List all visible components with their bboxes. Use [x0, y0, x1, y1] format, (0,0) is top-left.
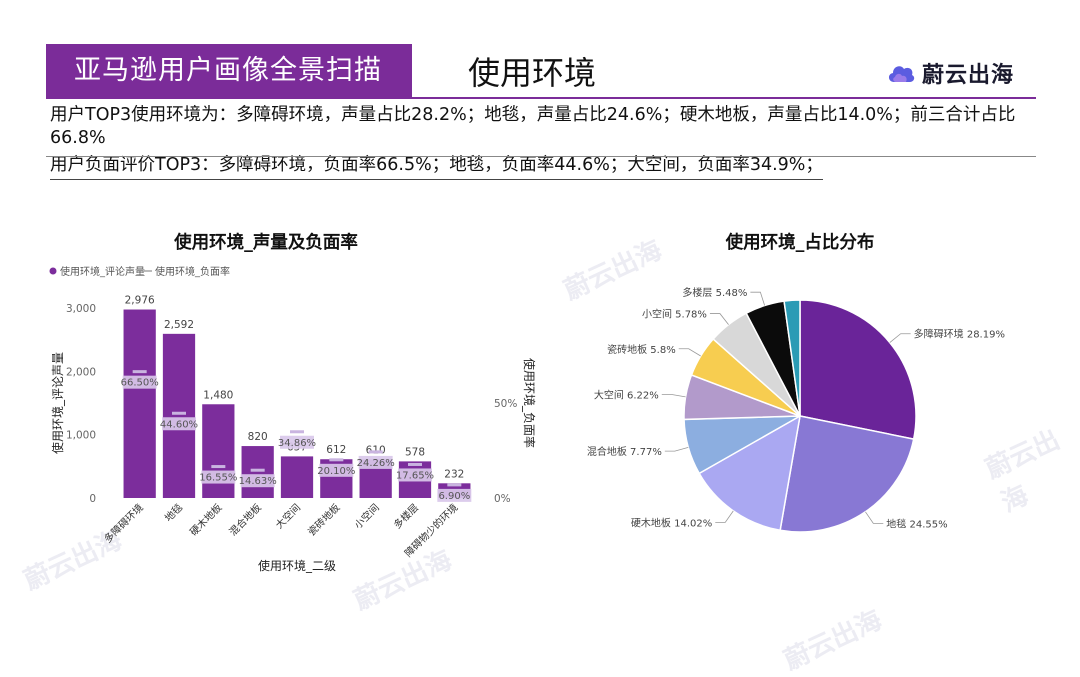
chart-title: 使用环境_占比分布 [725, 232, 875, 253]
pie-leader-line [678, 348, 701, 357]
y-tick-label: 3,000 [66, 303, 96, 315]
pie-slice [698, 414, 802, 532]
pie-slice-label: 瓷砖地板 5.8% [607, 343, 676, 356]
summary-line-1: 用户TOP3使用环境为：多障碍环境，声量占比28.2%；地毯，声量占比24.6%… [50, 105, 1016, 148]
y-axis-label: 使用环境_评论声量 [50, 352, 65, 454]
rate-marker [290, 430, 304, 434]
cloud-icon [888, 66, 915, 82]
rate-value-label: 17.65% [396, 470, 434, 481]
bar [123, 309, 156, 498]
rate-marker [172, 411, 186, 415]
brand-name: 蔚云出海 [922, 63, 1015, 88]
bar [241, 446, 274, 498]
legend-rate: 使用环境_负面率 [155, 265, 230, 278]
pie-leader-line [664, 446, 689, 452]
brand: 蔚云出海 [886, 56, 1014, 90]
rate-label-bg [358, 455, 393, 469]
bar [202, 404, 235, 498]
x-tick-label: 地毯 [162, 501, 185, 524]
y-tick-label: 1,000 [66, 430, 96, 442]
y-tick-label: 0 [89, 493, 96, 505]
report-banner: 亚马逊用户画像全景扫描 [46, 44, 412, 98]
x-tick-label: 硬木地板 [187, 501, 224, 538]
bar-value-label: 1,480 [203, 389, 233, 401]
pie-slice-label: 多楼层 5.48% [682, 286, 747, 299]
bar-value-label: 820 [248, 431, 268, 443]
legend-swatch-volume [49, 267, 57, 275]
pie-leader-line [889, 333, 911, 343]
pie-slice-label: 小空间 5.78% [642, 308, 707, 321]
y2-tick-label: 50% [494, 398, 517, 410]
y-tick-label: 2,000 [66, 366, 96, 378]
x-tick-label: 混合地板 [226, 501, 263, 538]
rate-value-label: 20.10% [317, 466, 355, 477]
rate-value-label: 44.60% [160, 419, 198, 430]
x-axis-label: 使用环境_二级 [258, 558, 336, 573]
pie-leader-line [865, 511, 884, 524]
pie-slice-label: 多障碍环境 28.19% [914, 328, 1005, 341]
rate-label-bg [162, 417, 196, 431]
rate-label-bg [240, 474, 275, 488]
rate-label-bg [398, 468, 432, 482]
x-tick-label: 大空间 [273, 501, 303, 531]
rate-label-bg [319, 463, 354, 477]
bar-value-label: 610 [366, 444, 386, 456]
x-tick-label: 多楼层 [391, 501, 421, 531]
bar [162, 333, 196, 498]
rate-marker [132, 370, 147, 374]
bar [280, 456, 314, 498]
rate-label-bg [437, 488, 472, 502]
rate-marker [408, 462, 422, 466]
bar-value-label: 612 [326, 444, 346, 456]
pie-slice [783, 299, 801, 417]
x-tick-label: 小空间 [351, 501, 381, 531]
bar-value-label: 2,976 [125, 295, 155, 307]
rate-marker [447, 483, 462, 487]
rate-value-label: 66.50% [121, 378, 159, 389]
rate-value-label: 6.90% [438, 491, 470, 502]
legend-volume: 使用环境_评论声量 [60, 265, 145, 278]
rate-label-bg [122, 375, 157, 389]
page-title: 使用环境 [468, 54, 597, 92]
pie-slice-label: 地毯 24.55% [886, 517, 947, 530]
pie-leader-line [750, 291, 766, 306]
rate-marker [211, 465, 226, 469]
summary-divider [46, 156, 1036, 157]
chart-title: 使用环境_声量及负面率 [173, 232, 358, 253]
y2-tick-label: 0% [494, 493, 511, 505]
rate-marker [329, 458, 344, 462]
summary: 用户TOP3使用环境为：多障碍环境，声量占比28.2%；地毯，声量占比24.6%… [50, 104, 1040, 180]
pie-leader-line [709, 313, 729, 325]
header-divider [46, 97, 1036, 99]
pie-leader-line [661, 394, 686, 398]
bar-value-label: 578 [405, 446, 425, 458]
pie-slice [799, 299, 917, 440]
summary-line-2: 用户负面评价TOP3：多障碍环境，负面率66.5%；地毯，负面率44.6%；大空… [50, 154, 823, 180]
bar-value-label: 232 [444, 468, 464, 480]
pie-slice-label: 硬木地板 14.02% [631, 516, 712, 529]
rate-value-label: 24.26% [357, 458, 395, 469]
bar-value-label: 2,592 [164, 319, 194, 331]
y2-axis-label: 使用环境_负面率 [522, 358, 537, 448]
rate-value-label: 34.86% [278, 438, 316, 449]
rate-value-label: 14.63% [239, 476, 277, 487]
x-tick-label: 瓷砖地板 [305, 501, 342, 538]
rate-marker [368, 450, 383, 454]
pie-slice-label: 大空间 6.22% [594, 389, 659, 402]
rate-label-bg [280, 435, 314, 449]
rate-value-label: 16.55% [199, 473, 237, 484]
pie-leader-line [715, 510, 734, 523]
rate-label-bg [201, 470, 236, 484]
rate-marker [250, 468, 265, 472]
pie-slice-label: 混合地板 7.77% [587, 445, 662, 458]
x-tick-label: 多障碍环境 [101, 501, 146, 546]
